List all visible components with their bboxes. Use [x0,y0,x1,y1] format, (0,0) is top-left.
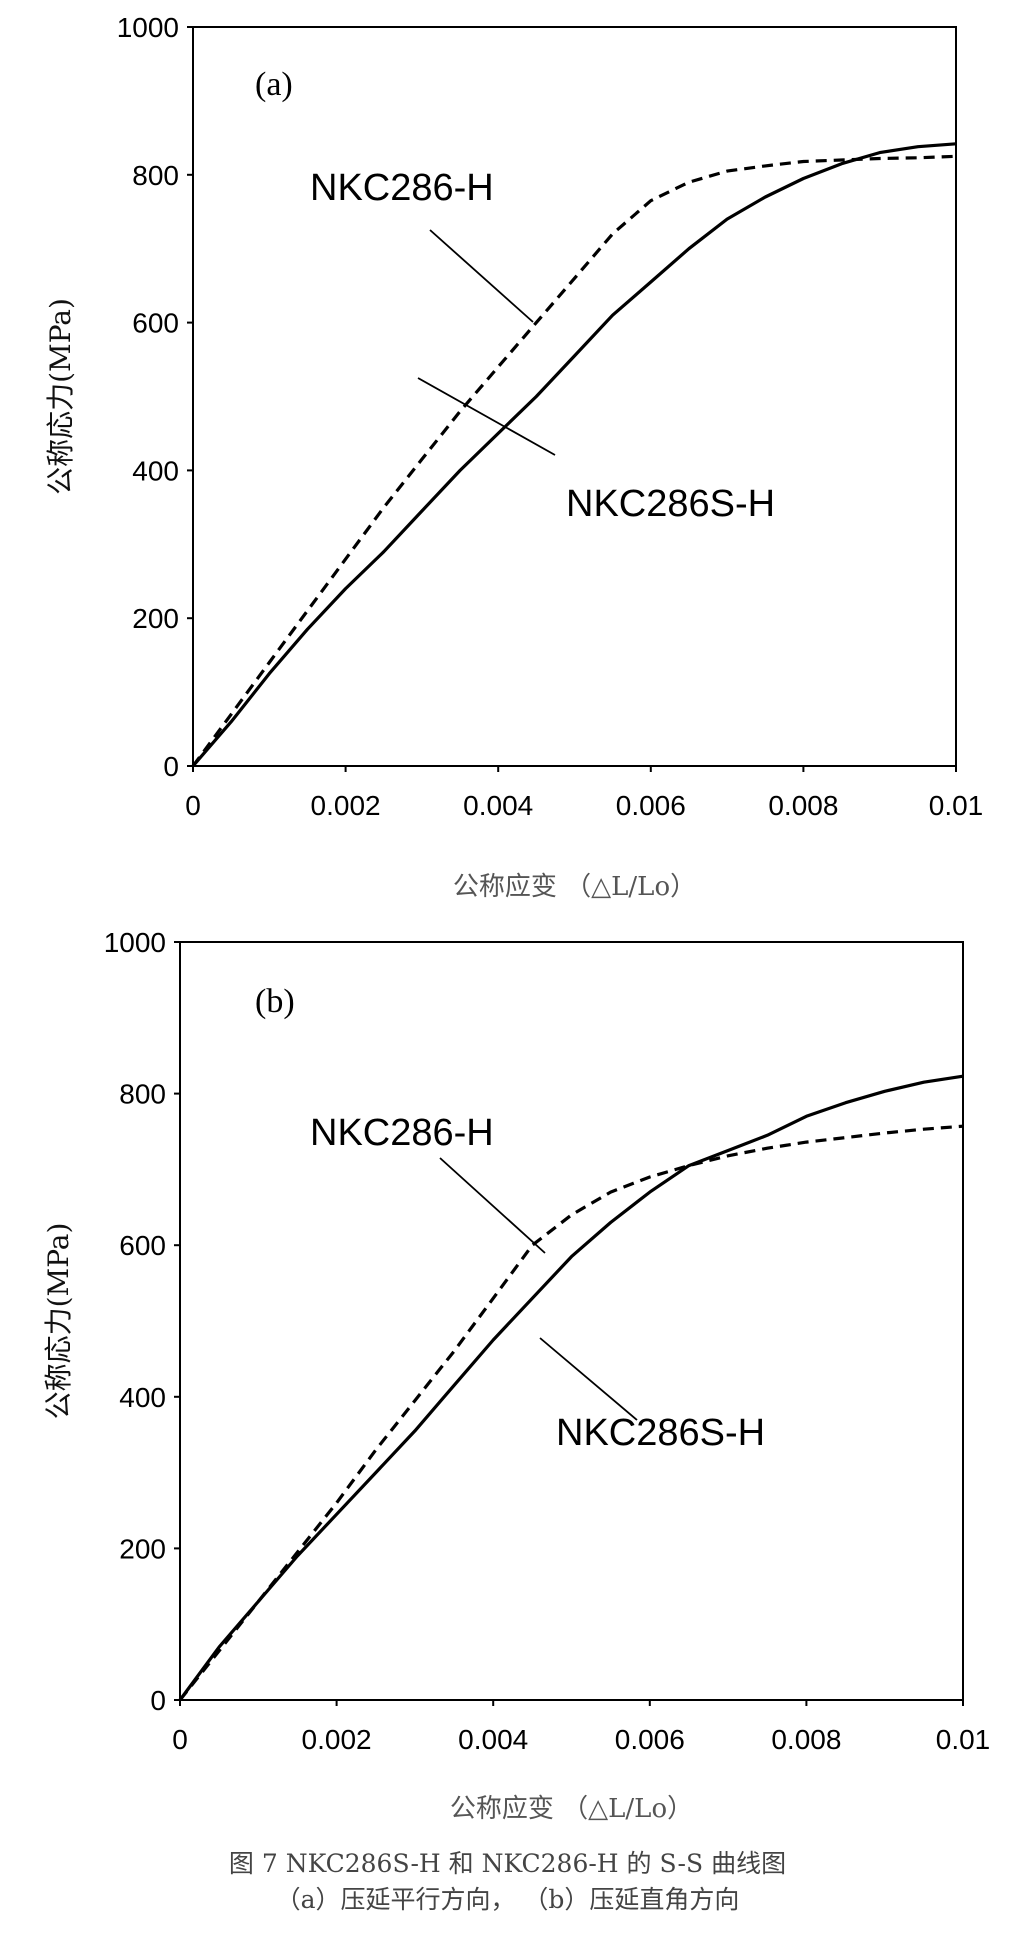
panel-label: (b) [255,983,295,1020]
y-tick-label: 0 [150,1685,166,1716]
annotation-leader-line [417,377,556,456]
figure-caption-line1: 图 7 NKC286S-H 和 NKC286-H 的 S-S 曲线图 [228,1849,787,1878]
x-axis-label: 公称应变 （△L/Lo） [450,1794,693,1824]
y-tick-label: 600 [132,308,179,339]
y-tick-label: 600 [119,1230,166,1261]
y-tick-label: 0 [163,751,179,782]
series-line-nkc286-h [191,154,957,767]
y-axis-label: 公称応力(MPa) [44,298,77,495]
chart-panel-2: 0 200 400 600 800 1000 0 0.002 0.004 0.006 0.008 0.… [42,927,990,1824]
chart-panel-1: 0 200 400 600 800 1000 0 0.002 0.004 0.006 0.008 0.… [44,12,983,902]
y-tick-label: 200 [132,603,179,634]
x-axis-label: 公称应变 （△L/Lo） [453,872,696,902]
x-tick-label: 0.004 [458,1724,528,1755]
x-tick-label: 0.004 [463,790,533,821]
y-tick-label: 400 [132,455,179,486]
series-annotation-nkc286-h: NKC286-H [310,167,494,209]
y-axis-label: 公称応力(MPa) [42,1223,75,1420]
y-tick-label: 800 [132,160,179,191]
series-annotation-nkc286s-h: NKC286S-H [556,1412,765,1454]
panel-label: (a) [255,66,293,103]
x-tick-label: 0.008 [771,1724,841,1755]
x-tick-label: 0.01 [936,1724,991,1755]
x-tick-label: 0.002 [311,790,381,821]
annotation-leader-line [439,1157,546,1254]
series-line-nkc286s-h [191,142,957,768]
y-tick-label: 800 [119,1079,166,1110]
y-tick-label: 200 [119,1533,166,1564]
x-tick-label: 0 [172,1724,188,1755]
figure-caption-line2: （a）压延平行方向， （b）压延直角方向 [275,1885,740,1914]
x-tick-label: 0.008 [768,790,838,821]
series-annotation-nkc286s-h: NKC286S-H [566,483,775,525]
series-annotation-nkc286-h: NKC286-H [310,1112,494,1154]
series-line-nkc286s-h [178,1074,964,1701]
x-tick-label: 0.01 [929,790,984,821]
y-tick-label: 400 [119,1382,166,1413]
x-tick-label: 0.006 [616,790,686,821]
x-tick-label: 0.002 [302,1724,372,1755]
x-tick-label: 0 [185,790,201,821]
y-tick-label: 1000 [117,12,179,43]
x-tick-label: 0.006 [615,1724,685,1755]
plot-area-frame [179,941,964,1701]
y-tick-label: 1000 [104,927,166,958]
annotation-leader-line [539,1337,638,1421]
annotation-leader-line [429,229,534,323]
plot-area-frame [192,26,957,767]
